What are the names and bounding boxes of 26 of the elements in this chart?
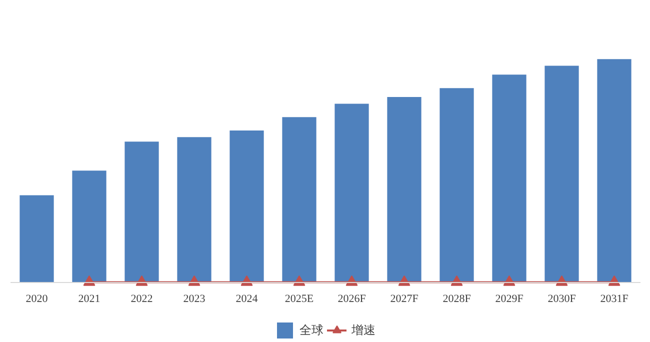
bar [597, 59, 632, 282]
x-tick-label: 2022 [130, 293, 153, 306]
bar [440, 88, 474, 282]
x-tick-label: 2028F [442, 293, 471, 306]
bar [492, 74, 526, 282]
x-tick-label: 2026F [338, 293, 366, 306]
bar [72, 170, 106, 282]
x-tick-label: 2020 [26, 293, 48, 306]
bar [230, 130, 264, 282]
x-tick-label: 2023 [183, 293, 206, 306]
x-tick-label: 2024 [236, 293, 258, 306]
bar [124, 142, 159, 282]
bar [334, 104, 369, 282]
bar [20, 195, 54, 282]
bar [544, 66, 579, 282]
x-tick-label: 2027F [390, 293, 418, 306]
x-tick-label: 2025E [284, 293, 314, 306]
x-tick-label: 2030F [548, 293, 576, 306]
legend-label: 增速 [352, 322, 376, 338]
bar [177, 137, 212, 282]
bar [282, 117, 316, 282]
x-tick-label: 2021 [78, 293, 100, 306]
bar [387, 97, 422, 282]
x-tick-label: 2031F [600, 293, 628, 306]
x-tick-label: 2029F [495, 293, 524, 306]
legend-label: 全球 [300, 322, 324, 338]
